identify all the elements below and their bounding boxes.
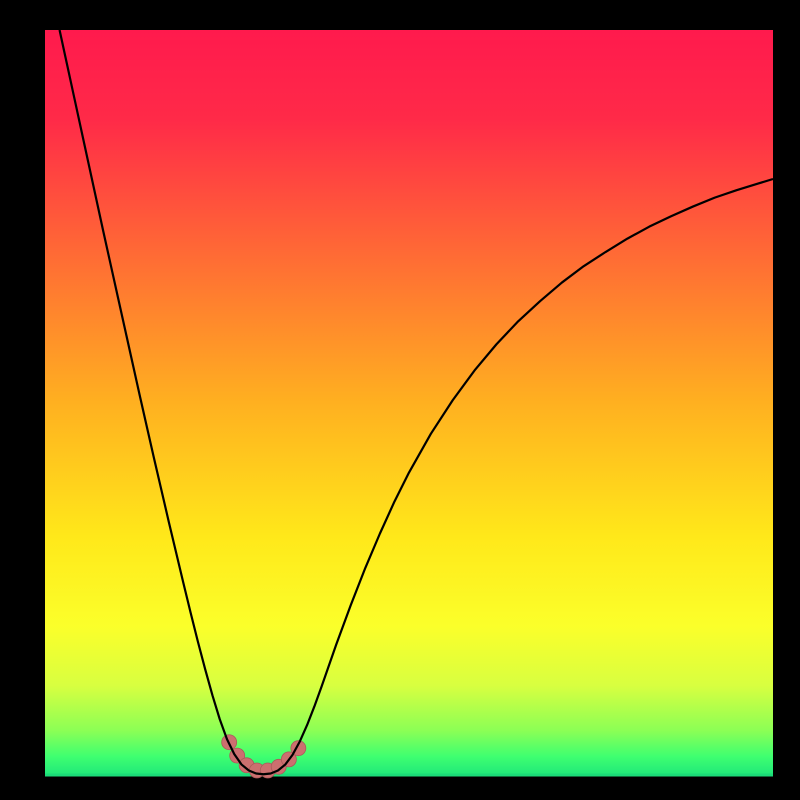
plot-background: [45, 30, 773, 775]
bottleneck-chart: [0, 0, 800, 800]
chart-container: TheBottleneck.com: [0, 0, 800, 800]
